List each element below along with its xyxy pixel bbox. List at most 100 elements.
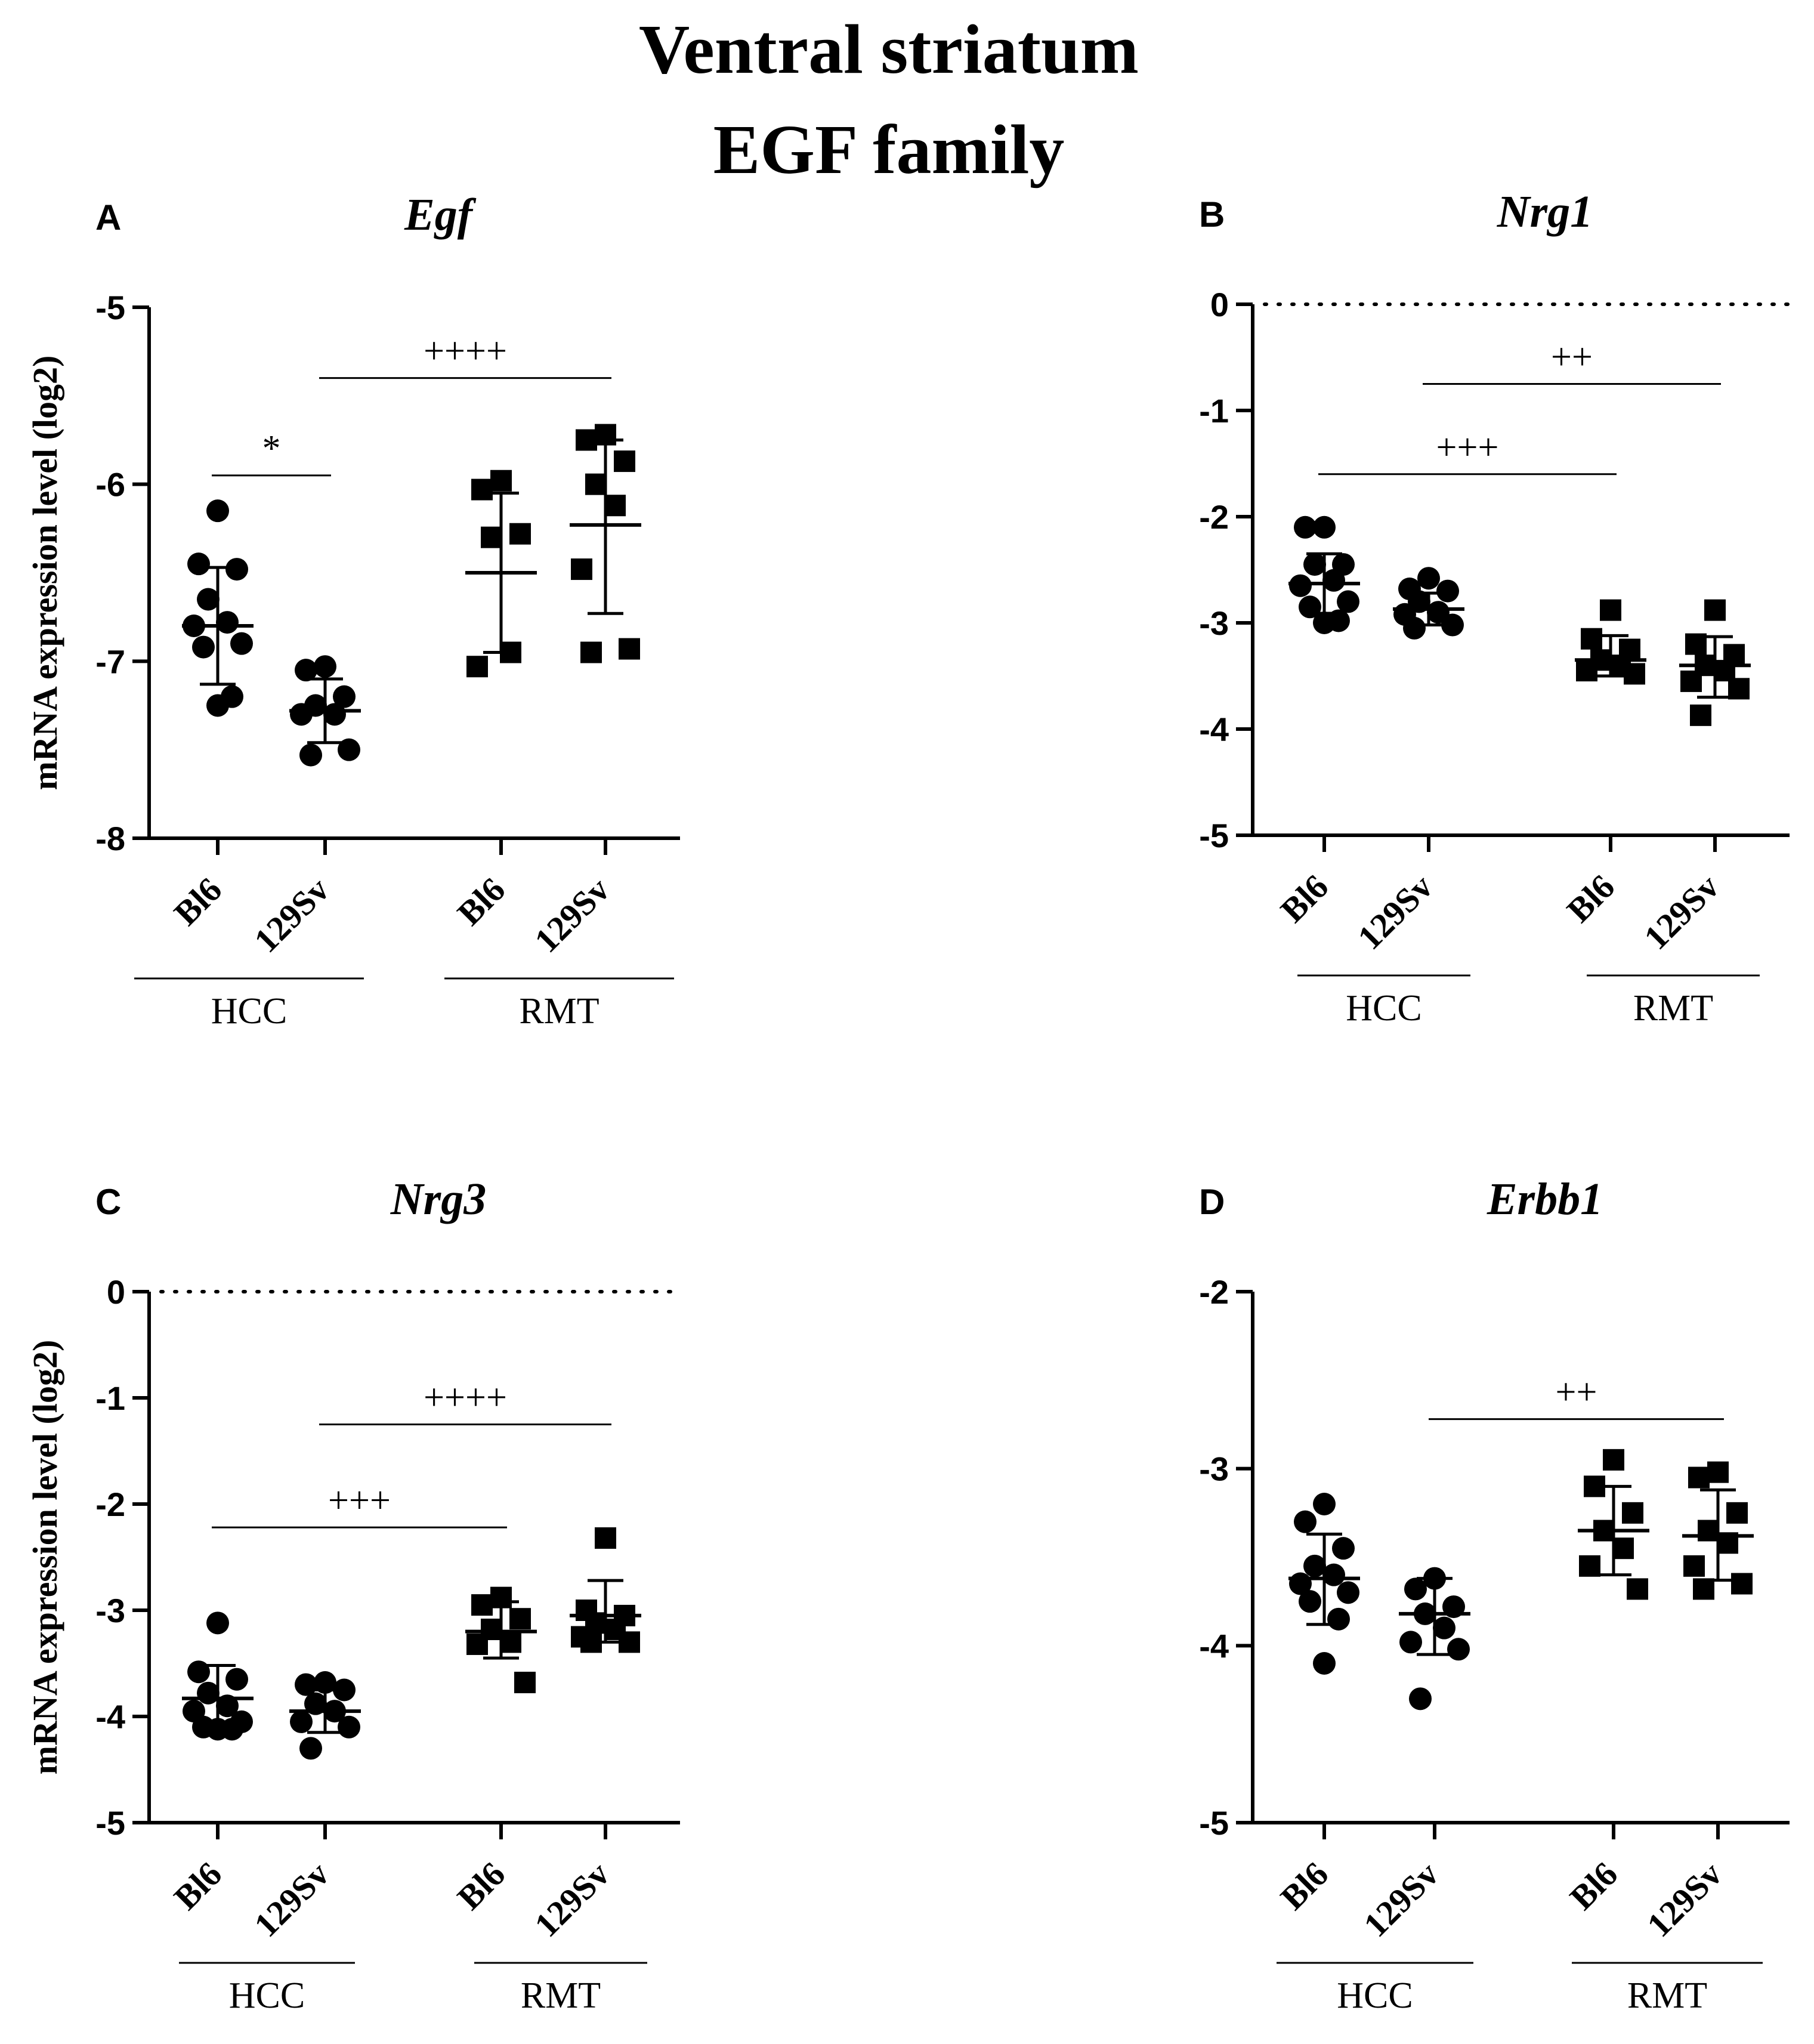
x-tick-label: 129Sv xyxy=(527,870,617,960)
group-label: HCC xyxy=(229,1975,305,2016)
significance-label: * xyxy=(262,428,281,469)
x-tick-label: Bl6 xyxy=(1273,1854,1336,1917)
x-tick-label: Bl6 xyxy=(450,1854,512,1917)
panel-letter: B xyxy=(1199,194,1225,234)
data-point xyxy=(299,743,322,767)
y-tick-label: -1 xyxy=(1199,392,1229,430)
x-tick-label: Bl6 xyxy=(1562,1854,1625,1917)
data-point xyxy=(1303,553,1326,576)
y-tick-label: -8 xyxy=(95,820,125,857)
data-point xyxy=(471,1594,493,1616)
x-tick-label: 129Sv xyxy=(1356,1854,1446,1944)
data-point xyxy=(1337,1581,1359,1604)
data-point xyxy=(225,1668,248,1691)
data-point xyxy=(295,659,317,682)
data-point xyxy=(206,1611,229,1635)
data-point xyxy=(1624,663,1645,685)
y-axis-label: mRNA expression level (log2) xyxy=(26,1340,64,1775)
x-tick-label: 129Sv xyxy=(246,870,336,960)
data-point xyxy=(1433,1616,1455,1639)
y-tick-label: -3 xyxy=(95,1592,125,1629)
series-0 xyxy=(1288,1493,1360,1675)
figure-subtitle: EGF family xyxy=(713,110,1065,189)
series-0 xyxy=(1288,515,1360,634)
data-point xyxy=(1313,1652,1336,1675)
data-point xyxy=(500,1631,521,1653)
data-point xyxy=(230,632,253,655)
y-tick-label: -4 xyxy=(95,1698,125,1736)
panel-C: C Nrg3 mRNA expression level (log2) 0 -1 -2 -3… xyxy=(26,1174,682,2016)
data-point xyxy=(1289,574,1312,597)
data-point xyxy=(197,588,220,611)
series-0 xyxy=(182,1611,254,1741)
significance-label: ++++ xyxy=(424,1378,507,1418)
series-3 xyxy=(570,424,641,663)
data-point xyxy=(1581,628,1602,650)
series-2 xyxy=(1575,599,1646,685)
data-point xyxy=(1707,1461,1729,1483)
y-tick-label: -7 xyxy=(95,643,125,680)
data-point xyxy=(604,495,626,517)
data-point xyxy=(1337,590,1359,613)
y-tick-label: -2 xyxy=(1199,1273,1229,1311)
data-point xyxy=(1688,1466,1710,1489)
data-point xyxy=(1417,567,1440,590)
x-tick-label: 129Sv xyxy=(1636,867,1726,957)
data-point xyxy=(1441,613,1464,637)
group-label: RMT xyxy=(1633,988,1713,1029)
y-tick-label: -4 xyxy=(1199,711,1229,748)
significance-label: ++ xyxy=(1551,337,1593,378)
data-point xyxy=(1600,599,1621,621)
x-tick-label: 129Sv xyxy=(527,1854,617,1944)
data-point xyxy=(619,638,640,660)
group-label: HCC xyxy=(211,991,287,1032)
data-point xyxy=(595,1527,616,1549)
series-3 xyxy=(1682,1461,1754,1600)
panel-title: Egf xyxy=(404,190,477,240)
data-point xyxy=(571,558,592,581)
data-point xyxy=(1404,1577,1427,1601)
data-point xyxy=(490,470,512,492)
panel-A: A Egf mRNA expression level (log2) -5 -6 -7 -8… xyxy=(26,190,680,1032)
series-1 xyxy=(289,655,361,767)
data-point xyxy=(585,473,607,495)
data-point xyxy=(1332,1537,1355,1560)
series-2 xyxy=(1578,1449,1649,1600)
x-tick-label: Bl6 xyxy=(1559,867,1622,930)
data-point xyxy=(1399,1631,1422,1654)
series-0 xyxy=(182,499,254,717)
y-tick-label: -2 xyxy=(95,1486,125,1523)
y-tick-label: -5 xyxy=(95,1804,125,1842)
group-label: RMT xyxy=(1627,1975,1707,2016)
data-point xyxy=(323,703,346,726)
data-point xyxy=(471,478,493,501)
data-point xyxy=(509,523,531,545)
panel-letter: D xyxy=(1199,1182,1225,1222)
panel-letter: A xyxy=(95,197,121,237)
y-tick-label: -6 xyxy=(95,466,125,504)
y-tick-label: -5 xyxy=(95,289,125,326)
series-1 xyxy=(1393,567,1464,640)
data-point xyxy=(580,641,602,663)
data-point xyxy=(1322,1563,1345,1586)
data-point xyxy=(1622,1502,1643,1524)
x-tick-label: 129Sv xyxy=(1350,867,1440,957)
data-point xyxy=(206,499,229,523)
panel-title: Nrg3 xyxy=(390,1174,486,1224)
data-point xyxy=(1327,1607,1350,1631)
data-point xyxy=(333,685,356,708)
data-point xyxy=(1726,1502,1748,1524)
data-point xyxy=(1299,1590,1321,1613)
data-point xyxy=(1313,612,1336,634)
data-point xyxy=(1313,515,1336,539)
data-point xyxy=(338,1715,360,1739)
data-point xyxy=(509,1608,531,1630)
significance-label: +++ xyxy=(328,1480,391,1521)
data-point xyxy=(1704,599,1726,621)
y-tick-label: 0 xyxy=(107,1273,125,1311)
panels-container: A Egf mRNA expression level (log2) -5 -6 -7 -8… xyxy=(26,187,1791,2016)
data-point xyxy=(290,703,313,726)
data-point xyxy=(299,1737,322,1760)
data-point xyxy=(1436,579,1459,603)
